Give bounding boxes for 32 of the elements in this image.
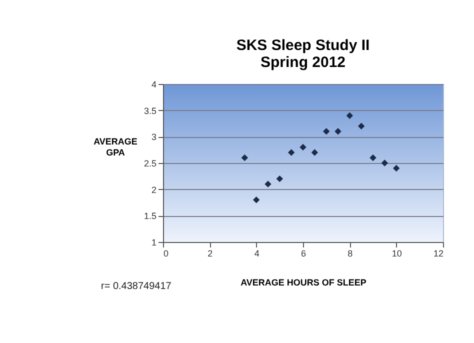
point: [300, 144, 306, 151]
y-tick-label: 2.5: [144, 158, 156, 168]
y-tick-label: 3.5: [144, 106, 156, 116]
x-tick-label: 8: [348, 248, 353, 258]
y-tick-label: 1: [151, 238, 156, 248]
y-tick-label: 2: [151, 184, 156, 195]
y-tick-label: 1.5: [144, 211, 156, 222]
x-tick-label: 4: [254, 248, 260, 258]
x-tick-label: 2: [208, 248, 213, 258]
point: [392, 164, 400, 172]
y-tick-label: 4: [151, 80, 156, 90]
point: [241, 154, 248, 162]
point: [346, 112, 354, 119]
x-tick-label: 10: [392, 248, 402, 258]
x-tick-label: 0: [164, 248, 169, 258]
point: [334, 128, 342, 135]
point: [358, 122, 365, 130]
point: [264, 180, 272, 188]
chart-title: SKS Sleep Study II Spring 2012: [236, 37, 370, 71]
point: [288, 149, 295, 156]
point: [276, 175, 284, 182]
point: [381, 160, 388, 166]
point: [252, 196, 260, 204]
point: [322, 128, 330, 135]
y-axis-title: AVERAGE GPA: [94, 136, 138, 158]
point: [370, 154, 376, 162]
point: [311, 149, 318, 156]
x-axis-title: AVERAGE HOURS OF SLEEP: [240, 278, 366, 288]
y-tick-label: 3: [151, 132, 156, 142]
x-tick-label: 12: [433, 248, 444, 258]
x-tick-label: 6: [300, 248, 306, 258]
text: r= 0.438749417: [101, 281, 172, 292]
